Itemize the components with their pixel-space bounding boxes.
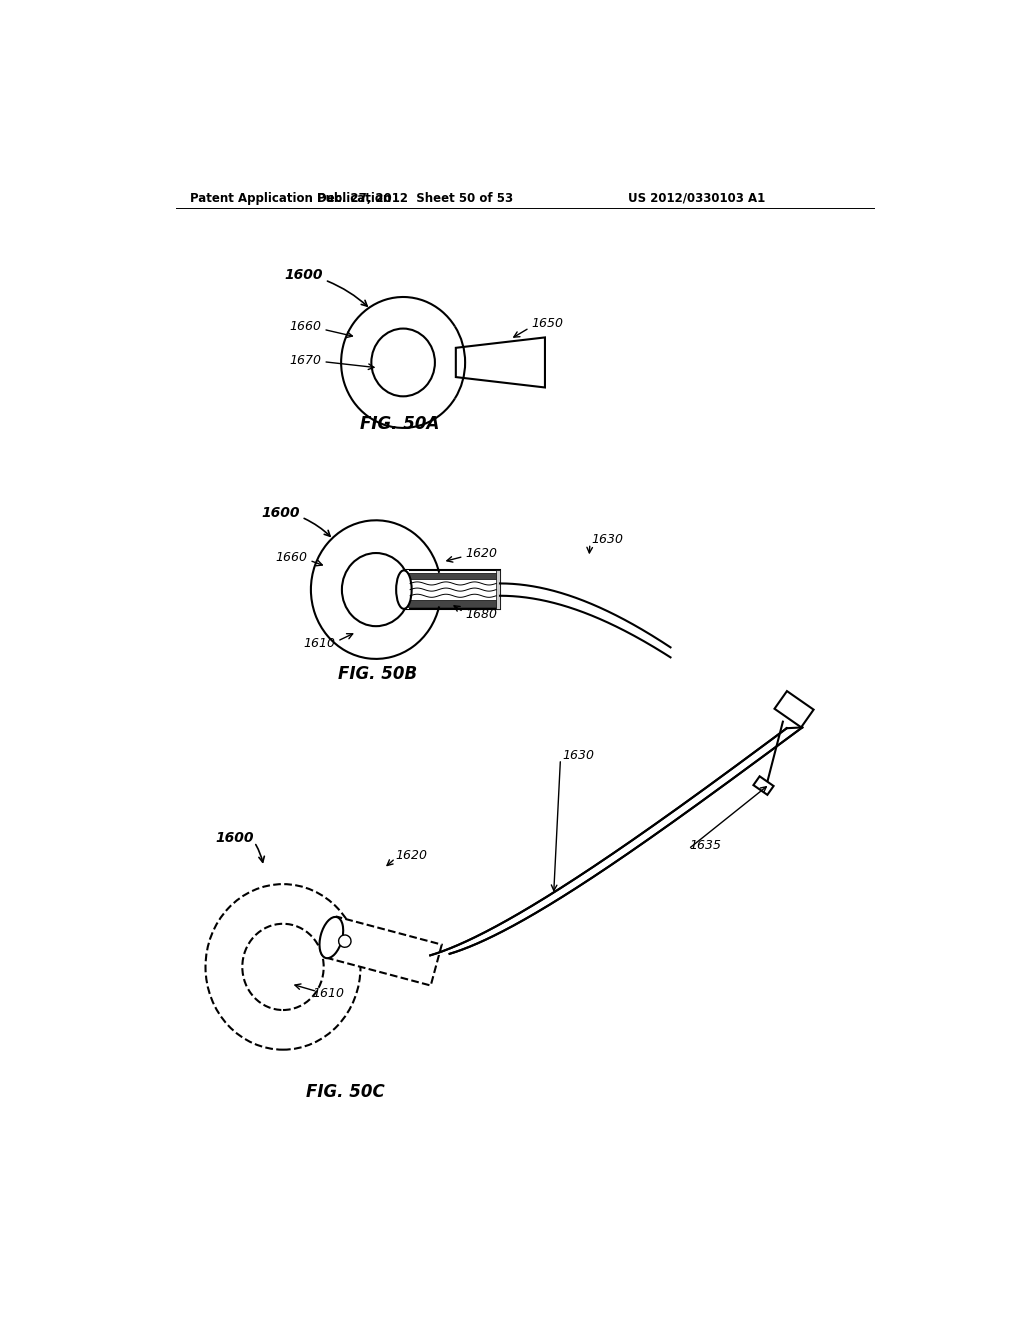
Text: 1670: 1670 [290, 354, 322, 367]
Text: FIG. 50C: FIG. 50C [305, 1084, 384, 1101]
Ellipse shape [372, 329, 435, 396]
Ellipse shape [311, 520, 441, 659]
Bar [397, 570, 410, 609]
Ellipse shape [319, 917, 343, 958]
Text: 1650: 1650 [531, 317, 563, 330]
Bar [326, 916, 441, 986]
Text: 1660: 1660 [290, 319, 322, 333]
Text: 1620: 1620 [395, 849, 427, 862]
Polygon shape [430, 727, 802, 956]
Text: 1600: 1600 [261, 506, 300, 520]
Bar [408, 573, 500, 579]
Polygon shape [456, 338, 545, 388]
Ellipse shape [342, 553, 410, 626]
Text: 1680: 1680 [465, 607, 497, 620]
Text: 1660: 1660 [275, 550, 308, 564]
Bar [774, 692, 814, 727]
Text: 1610: 1610 [304, 638, 336, 649]
Text: US 2012/0330103 A1: US 2012/0330103 A1 [628, 191, 765, 205]
Text: 1600: 1600 [285, 268, 324, 282]
Text: 1610: 1610 [312, 987, 344, 1001]
Text: Dec. 27, 2012  Sheet 50 of 53: Dec. 27, 2012 Sheet 50 of 53 [316, 191, 513, 205]
Text: 1620: 1620 [465, 546, 497, 560]
Ellipse shape [339, 935, 351, 948]
Text: 1600: 1600 [215, 830, 254, 845]
Text: Patent Application Publication: Patent Application Publication [190, 191, 391, 205]
Bar [408, 601, 500, 607]
Ellipse shape [243, 924, 324, 1010]
Ellipse shape [396, 570, 412, 609]
Text: 1630: 1630 [592, 533, 624, 546]
Ellipse shape [341, 297, 465, 428]
Text: FIG. 50A: FIG. 50A [359, 414, 439, 433]
Bar [754, 776, 773, 795]
Text: 1630: 1630 [562, 748, 594, 762]
Text: 1635: 1635 [690, 838, 722, 851]
Bar [403, 570, 500, 609]
Bar [496, 570, 500, 609]
Ellipse shape [206, 884, 360, 1049]
Text: FIG. 50B: FIG. 50B [338, 665, 417, 684]
